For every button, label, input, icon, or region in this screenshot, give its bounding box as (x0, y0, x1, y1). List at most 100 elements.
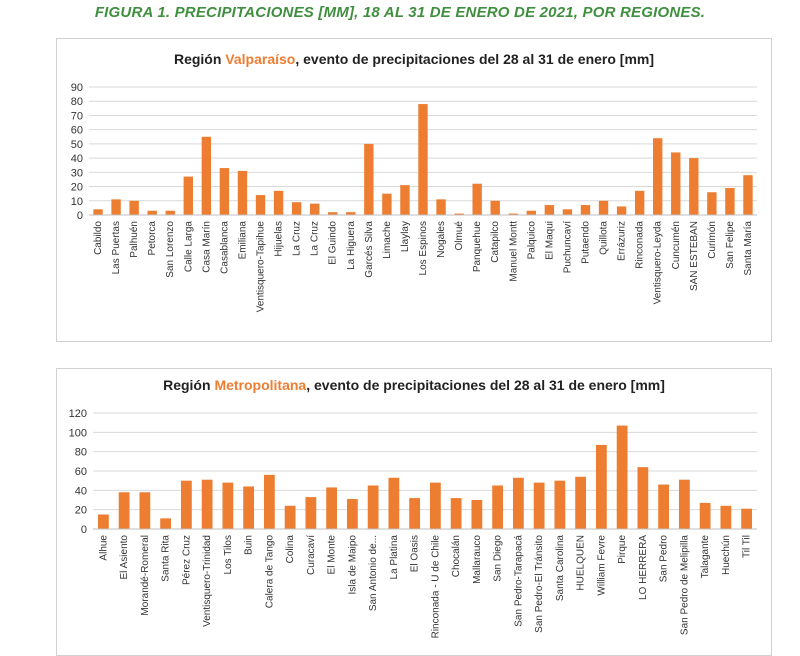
bar (305, 497, 317, 529)
x-tick-label: Buin (244, 535, 255, 555)
y-tick-label: 70 (71, 110, 83, 122)
chart-title-region: Valparaíso (225, 51, 296, 67)
y-tick-label: 30 (71, 167, 83, 179)
y-tick-label: 120 (69, 408, 87, 420)
x-tick-label: San Antonio de... (368, 535, 379, 611)
bar (160, 518, 172, 529)
x-tick-label: Puchuncaví (562, 221, 573, 273)
x-tick-label: El Oasis (410, 535, 421, 572)
x-tick-label: Los Tilos (223, 535, 234, 574)
x-tick-label: Garcés Silva (364, 221, 375, 278)
bar (741, 508, 753, 529)
x-tick-label: La Cruz (310, 221, 321, 256)
bar (326, 487, 338, 529)
x-tick-label: Ventisquero-Tapihue (256, 221, 267, 313)
x-tick-label: Nogales (436, 221, 447, 258)
x-tick-label: Pérez Cruz (181, 535, 192, 585)
bar (273, 190, 284, 215)
bar (418, 104, 428, 215)
bar (222, 482, 234, 529)
y-tick-label: 50 (71, 139, 83, 151)
x-tick-label: Los Espinos (418, 221, 429, 275)
bar (367, 485, 379, 529)
x-tick-label: Santa Carolina (555, 535, 566, 602)
x-tick-label: Olmué (454, 221, 465, 251)
bar (554, 480, 566, 529)
y-tick-label: 40 (71, 153, 83, 165)
x-tick-label: El Maqui (544, 221, 555, 260)
bar (595, 444, 607, 529)
x-tick-label: El Guindo (328, 221, 339, 265)
x-tick-label: Talagante (700, 535, 711, 579)
bar (490, 200, 500, 215)
x-tick-label: LO HERRERA (638, 535, 649, 600)
bar (634, 190, 645, 215)
bar (118, 492, 130, 529)
chart-title-prefix: Región (173, 51, 226, 67)
bar (147, 210, 157, 215)
chart-title-prefix: Región (163, 377, 215, 393)
bar (388, 477, 400, 529)
x-tick-label: Santa María (743, 221, 754, 276)
x-tick-label: El Asiento (119, 535, 130, 580)
x-tick-label: Curimón (707, 221, 718, 259)
x-tick-label: San Lorenzo (165, 221, 176, 278)
x-tick-label: La Cruz (292, 221, 303, 256)
x-tick-label: Morandé-Romeral (140, 535, 151, 616)
bar (309, 203, 320, 215)
bar (678, 479, 690, 529)
bar (93, 209, 103, 215)
x-tick-label: Palquico (526, 221, 537, 260)
x-tick-label: Ventisquero-Leyda (653, 221, 664, 305)
y-tick-label: 0 (81, 524, 87, 536)
x-tick-label: Rinconada (635, 221, 646, 269)
x-tick-label: Rinconada - U de Chile (430, 535, 441, 639)
x-tick-label: Alhue (98, 535, 109, 561)
x-tick-label: Manuel Montt (508, 221, 519, 282)
bar (129, 200, 139, 215)
x-tick-label: Calera de Tango (264, 535, 275, 609)
bar (616, 206, 627, 215)
y-tick-label: 80 (71, 96, 83, 108)
x-tick-label: Chocalán (451, 535, 462, 577)
x-tick-label: San Felipe (725, 221, 736, 269)
x-tick-label: Palhuén (129, 221, 140, 258)
x-tick-label: Santa Rita (161, 535, 172, 582)
y-tick-label: 60 (71, 125, 83, 137)
x-tick-label: Cabildo (93, 221, 104, 255)
x-tick-label: San Pedro (659, 535, 670, 583)
x-tick-label: SAN ESTEBAN (689, 221, 700, 291)
x-tick-label: Pirque (617, 535, 628, 564)
y-tick-label: 40 (75, 485, 87, 497)
bar (671, 152, 681, 215)
bar (743, 175, 753, 215)
bar (219, 168, 230, 215)
figure-title: FIGURA 1. PRECIPITACIONES [MM], 18 AL 31… (94, 4, 706, 21)
x-tick-label: William Fevre (596, 535, 607, 596)
bar (183, 176, 193, 215)
bar (237, 170, 248, 215)
bar (508, 213, 518, 215)
bar (492, 485, 504, 529)
x-tick-label: Putaendo (580, 221, 591, 264)
x-tick-label: El Monte (327, 535, 338, 575)
bar (201, 136, 212, 215)
bar (616, 425, 628, 529)
y-tick-label: 0 (77, 210, 83, 222)
x-tick-label: San Pedro-El Tránsito (534, 535, 545, 633)
x-tick-label: Casa Marín (201, 221, 212, 273)
bar (364, 143, 374, 215)
bar (637, 467, 649, 529)
chart-title-suffix: , evento de precipitaciones del 28 al 31… (306, 377, 665, 393)
bar (201, 479, 213, 529)
x-tick-label: Isla de Maipo (347, 535, 358, 595)
bar (689, 158, 699, 215)
bar (512, 477, 524, 529)
x-tick-label: Catapilco (490, 221, 501, 263)
bar (400, 185, 410, 215)
y-tick-label: 80 (75, 447, 87, 459)
x-tick-label: Petorca (147, 221, 158, 256)
y-tick-label: 10 (71, 196, 83, 208)
x-tick-label: Huechún (721, 535, 732, 575)
metropolitana-chart-panel: Región Metropolitana, evento de precipit… (56, 368, 772, 656)
